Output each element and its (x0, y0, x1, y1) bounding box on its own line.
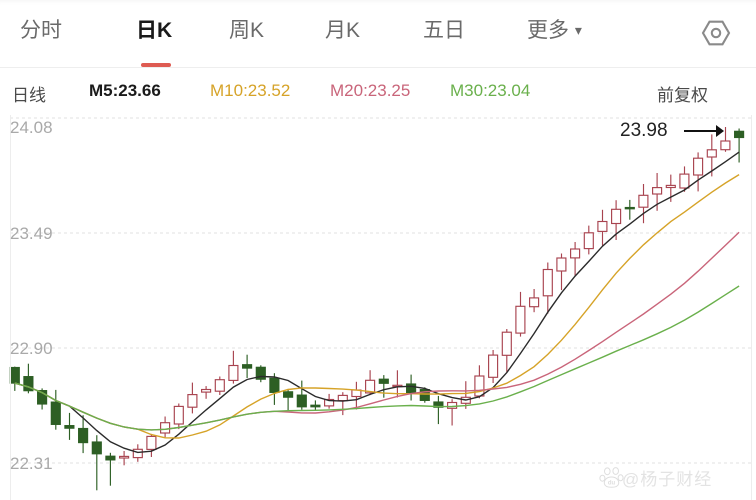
svg-text:du: du (608, 480, 616, 486)
